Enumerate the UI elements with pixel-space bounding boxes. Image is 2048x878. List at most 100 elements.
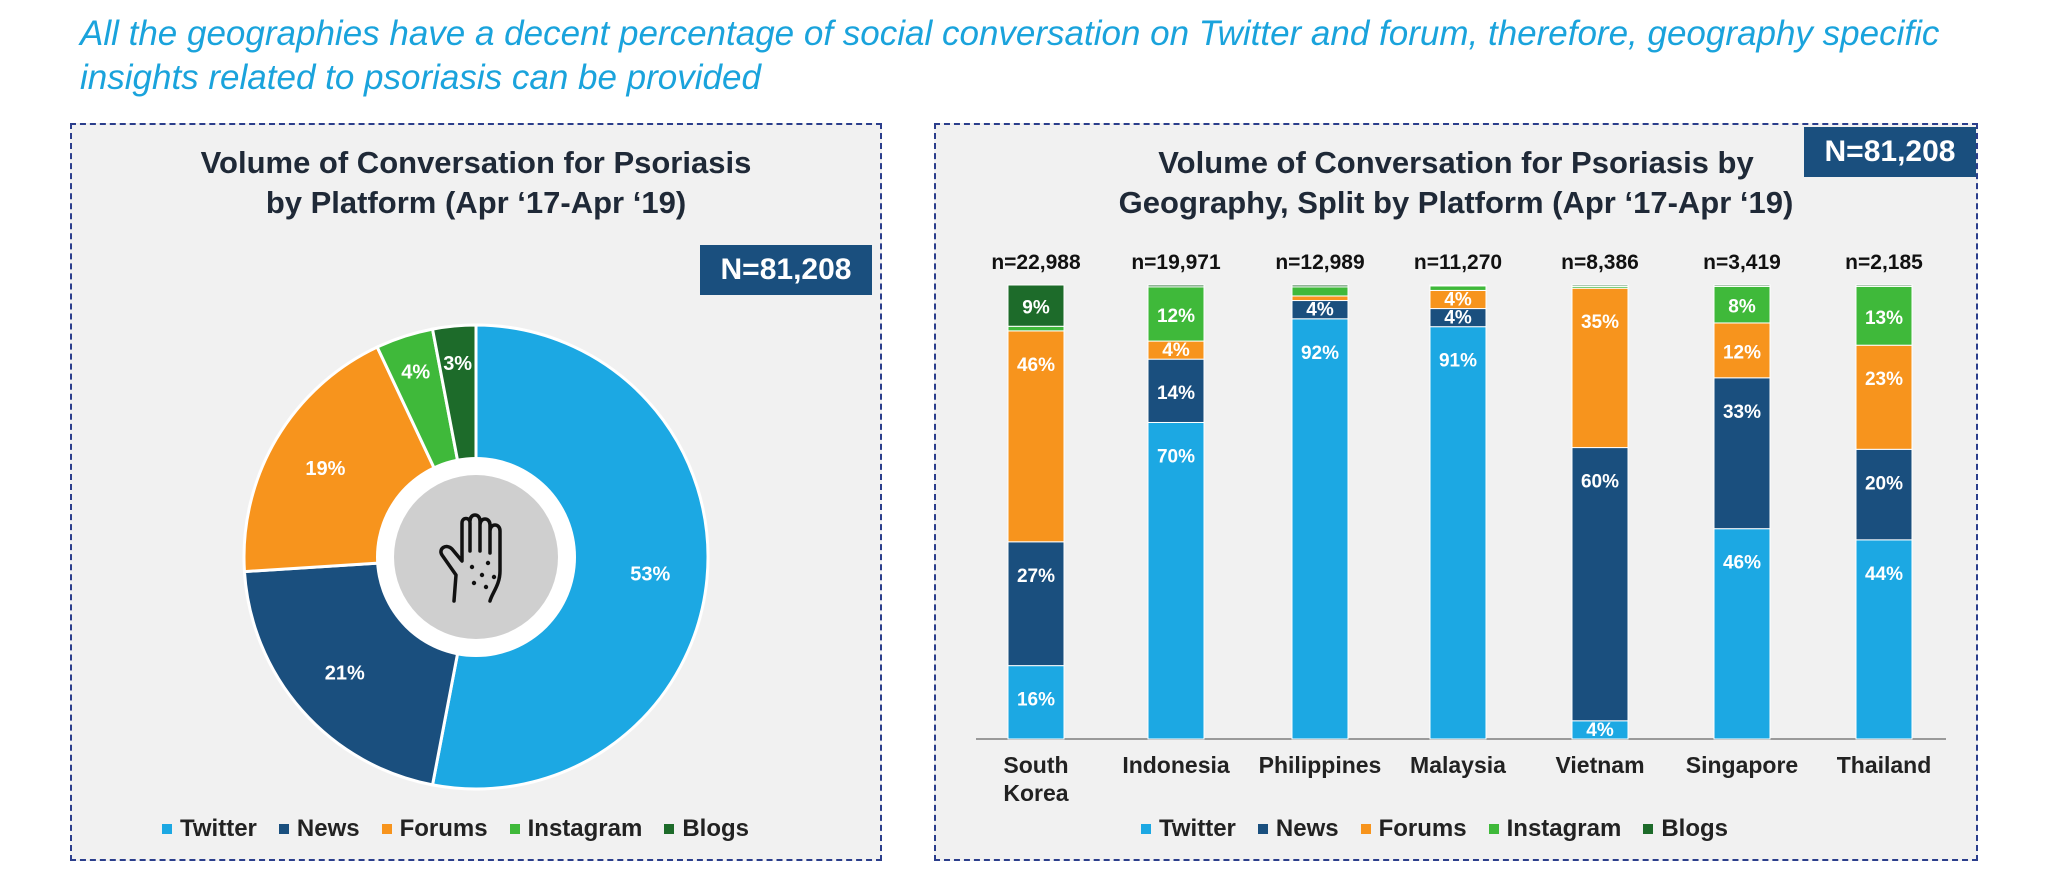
bar-label-twitter: 4% xyxy=(1586,720,1614,741)
bar-n-label: n=11,270 xyxy=(1414,251,1502,274)
bar-n-label: n=8,386 xyxy=(1561,251,1639,274)
bar-label-news: 20% xyxy=(1865,473,1903,494)
bar-n-label: n=19,971 xyxy=(1131,251,1221,274)
bar-segment-forums xyxy=(1713,322,1771,379)
bar-segment-instagram xyxy=(1429,285,1487,291)
legend-swatch xyxy=(1257,824,1268,834)
legend-label: Instagram xyxy=(1506,815,1622,842)
bar-label-twitter: 70% xyxy=(1157,446,1195,467)
legend-swatch xyxy=(1360,824,1371,834)
bar-label-twitter: 46% xyxy=(1723,553,1761,574)
bar-n-label: n=3,419 xyxy=(1703,251,1781,274)
bar-segment-twitter xyxy=(1429,326,1487,740)
legend-swatch xyxy=(1141,824,1151,834)
pie-title-line-1: Volume of Conversation for Psoriasis xyxy=(200,145,752,180)
bar-label-forums: 4% xyxy=(1162,340,1190,361)
category-label: Vietnam xyxy=(1555,752,1644,778)
legend-label: Twitter xyxy=(180,815,257,842)
bar-segment-news xyxy=(1713,377,1771,530)
bar-segment-blogs xyxy=(1291,284,1349,288)
bar-label-forums: 23% xyxy=(1865,369,1903,390)
category-label: South xyxy=(1003,752,1068,778)
legend-item-twitter: Twitter xyxy=(162,815,257,843)
bar-segment-instagram xyxy=(1291,286,1349,297)
bar-label-twitter: 92% xyxy=(1301,343,1339,364)
bar-segment-blogs xyxy=(1571,284,1629,287)
legend-label: Twitter xyxy=(1159,815,1236,842)
legend-item-instagram: Instagram xyxy=(509,815,643,843)
legend-label: Forums xyxy=(1378,815,1467,842)
legend-item-news: News xyxy=(278,815,360,843)
pie-label-forums: 19% xyxy=(305,458,345,480)
legend-label: News xyxy=(296,815,360,842)
pie-title-line-2: by Platform (Apr ‘17-Apr ‘19) xyxy=(265,185,687,220)
pie-total-badge: N=81,208 xyxy=(700,245,872,295)
donut-chart: 53% 21% 19% 4% 3% xyxy=(242,323,710,791)
bar-segment-blogs xyxy=(1713,284,1771,287)
legend-swatch xyxy=(1643,824,1654,834)
bar-legend: Twitter News Forums Instagram Blogs xyxy=(1141,815,1728,843)
category-label: Thailand xyxy=(1837,752,1932,778)
legend-label: Instagram xyxy=(527,815,643,842)
bar-total-badge: N=81,208 xyxy=(1804,127,1976,177)
pie-label-news: 21% xyxy=(325,663,365,685)
bar-label-forums: 46% xyxy=(1017,355,1055,376)
bar-label-instagram: 12% xyxy=(1157,306,1195,327)
bar-label-blogs: 9% xyxy=(1022,298,1050,319)
legend-label: Blogs xyxy=(1661,815,1728,842)
bar-label-twitter: 44% xyxy=(1865,564,1903,585)
bar-segment-news xyxy=(1147,358,1205,423)
pie-legend: Twitter News Forums Instagram Blogs xyxy=(162,815,749,843)
legend-item-twitter: Twitter xyxy=(1141,815,1236,843)
bar-segment-forums xyxy=(1571,287,1629,449)
bar-n-label: n=12,989 xyxy=(1275,251,1364,274)
bar-label-instagram: 8% xyxy=(1728,297,1756,318)
bar-segment-blogs xyxy=(1429,284,1487,287)
bar-segment-instagram xyxy=(1007,325,1065,332)
bar-segment-forums xyxy=(1855,344,1913,450)
category-label: Philippines xyxy=(1259,752,1382,778)
bar-n-label: n=2,185 xyxy=(1845,251,1923,274)
legend-item-blogs: Blogs xyxy=(664,815,749,843)
legend-swatch xyxy=(509,824,520,834)
legend-swatch xyxy=(381,824,392,834)
bar-label-forums: 12% xyxy=(1723,342,1761,363)
bar-label-news: 33% xyxy=(1723,402,1761,423)
bar-segment-instagram xyxy=(1147,286,1205,342)
category-label: Korea xyxy=(1003,780,1068,806)
bar-segment-news xyxy=(1855,448,1913,541)
bar-label-forums: 35% xyxy=(1581,312,1619,333)
legend-item-forums: Forums xyxy=(1360,815,1467,843)
legend-item-news: News xyxy=(1257,815,1339,843)
legend-item-forums: Forums xyxy=(381,815,488,843)
bar-segment-news xyxy=(1571,447,1629,722)
bar-title-line-2: Geography, Split by Platform (Apr ‘17-Ap… xyxy=(1118,185,1794,220)
bar-chart-title: Volume of Conversation for Psoriasis by … xyxy=(936,143,1976,223)
legend-label: Forums xyxy=(399,815,488,842)
pie-chart-title: Volume of Conversation for Psoriasis by … xyxy=(72,143,880,223)
hand-rash-icon xyxy=(439,513,502,603)
bar-segment-instagram xyxy=(1855,285,1913,346)
platform-chart-panel: Volume of Conversation for Psoriasis by … xyxy=(70,123,882,861)
bar-label-news: 4% xyxy=(1444,308,1472,329)
bar-segment-forums xyxy=(1291,295,1349,302)
legend-label: News xyxy=(1275,815,1339,842)
legend-label: Blogs xyxy=(682,815,749,842)
bar-label-news: 27% xyxy=(1017,566,1055,587)
bar-label-instagram: 13% xyxy=(1865,308,1903,329)
legend-swatch xyxy=(278,824,289,834)
center-disk xyxy=(394,475,558,639)
bar-label-twitter: 91% xyxy=(1439,351,1477,372)
bar-label-twitter: 16% xyxy=(1017,690,1055,711)
bar-label-news: 60% xyxy=(1581,472,1619,493)
legend-item-blogs: Blogs xyxy=(1643,815,1728,843)
bar-segment-news xyxy=(1007,541,1065,667)
bar-segment-twitter xyxy=(1007,665,1065,740)
category-label: Indonesia xyxy=(1122,752,1230,778)
geography-chart-panel: Volume of Conversation for Psoriasis by … xyxy=(934,123,1978,861)
pie-label-twitter: 53% xyxy=(630,563,670,585)
pie-label-blogs: 3% xyxy=(443,353,472,375)
bar-label-news: 14% xyxy=(1157,383,1195,404)
category-label: Malaysia xyxy=(1410,752,1506,778)
